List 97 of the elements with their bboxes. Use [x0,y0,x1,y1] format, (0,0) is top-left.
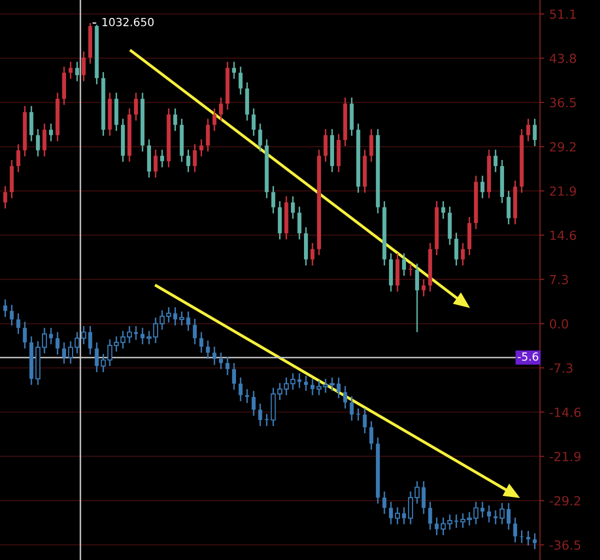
candlestick [206,118,210,152]
candlestick [506,502,511,530]
candlestick [88,325,92,356]
candlestick [297,372,302,389]
candlestick [434,516,439,536]
candlestick [526,530,530,546]
candlestick [212,108,216,132]
candlestick [297,206,302,240]
candlestick [192,144,197,173]
candlestick [134,325,138,341]
candlestick [226,356,230,376]
candlestick [343,385,348,410]
candlestick [238,376,243,402]
candlestick [506,190,511,225]
candlestick [75,61,80,82]
y-tick-label: 21.9 [550,186,576,196]
candlestick [271,185,276,214]
candlestick [199,138,204,158]
candlestick [454,232,458,266]
candlestick [192,318,197,345]
candlestick [252,390,256,416]
candlestick [82,50,86,82]
candlestick [199,331,204,354]
y-tick-label: 51.1 [550,10,576,19]
candlestick [428,501,432,530]
candlestick [290,196,295,220]
candlestick [487,504,491,524]
candlestick [56,331,60,356]
y-tick-label: 0.0 [550,319,568,329]
candlestick [415,262,420,333]
candlestick [382,490,386,515]
candlestick [29,105,34,142]
candlestick [3,298,8,318]
candlestick [42,122,46,158]
candlestick [49,122,53,142]
candlestick [369,420,374,450]
candlestick [179,310,184,326]
candlestick [173,108,178,132]
candlestick [154,149,158,178]
candlestick [173,306,178,326]
candlestick [16,144,20,173]
y-tick-label: 43.8 [550,54,576,64]
candlestick [513,516,518,544]
candlestick [494,149,498,173]
y-tick-label: 36.5 [550,98,576,108]
candlestick [252,108,256,136]
y-tick-label: -7.3 [550,363,572,373]
candlestick [212,346,216,366]
candlestick [304,375,308,392]
candlestick [336,376,341,399]
candlestick [49,327,53,345]
candlestick [310,242,314,266]
candlestick [454,514,458,529]
candlestick [232,61,236,80]
candlestick [402,252,406,276]
y-tick-label: 14.6 [550,230,576,240]
y-tick-label: 7.3 [550,274,568,284]
annotation: 1032.650 [102,18,154,26]
candlestick [258,402,262,427]
candlestick [324,128,328,163]
candlestick [394,506,400,525]
candlestick [36,128,40,158]
candlestick [68,61,73,80]
candlestick [219,352,223,370]
candlestick [22,321,27,350]
y-tick-label: -14.6 [550,408,581,418]
candlestick [422,278,426,298]
candlestick [264,413,269,427]
y-tick-label: -21.9 [550,452,580,462]
candlestick [134,92,138,122]
y-tick-label: -29.2 [550,496,580,506]
candlestick [369,128,374,163]
candlestick [232,362,236,390]
candlestick [402,506,406,525]
candlestick [388,501,393,525]
candlestick [356,408,360,422]
y-tick-label: -36.5 [550,540,580,550]
y-tick-label: 29.2 [550,142,576,152]
candlestick [258,122,262,152]
ref-line-label: -5.6 [518,352,538,361]
candlestick [62,342,66,364]
candlestick [3,185,8,210]
candlestick [362,408,367,434]
candlestick [140,327,144,345]
candlestick [238,66,243,96]
candlestick [460,242,465,266]
candlestick [160,149,164,168]
candlestick [500,502,505,525]
candlestick [480,175,484,199]
candlestick [422,480,426,515]
candlestick [219,96,223,122]
candlestick [206,340,210,360]
candlestick [186,310,190,332]
candlestick [245,388,250,404]
candlestick [16,312,20,335]
candlestick [310,378,314,396]
candlestick [480,501,484,518]
